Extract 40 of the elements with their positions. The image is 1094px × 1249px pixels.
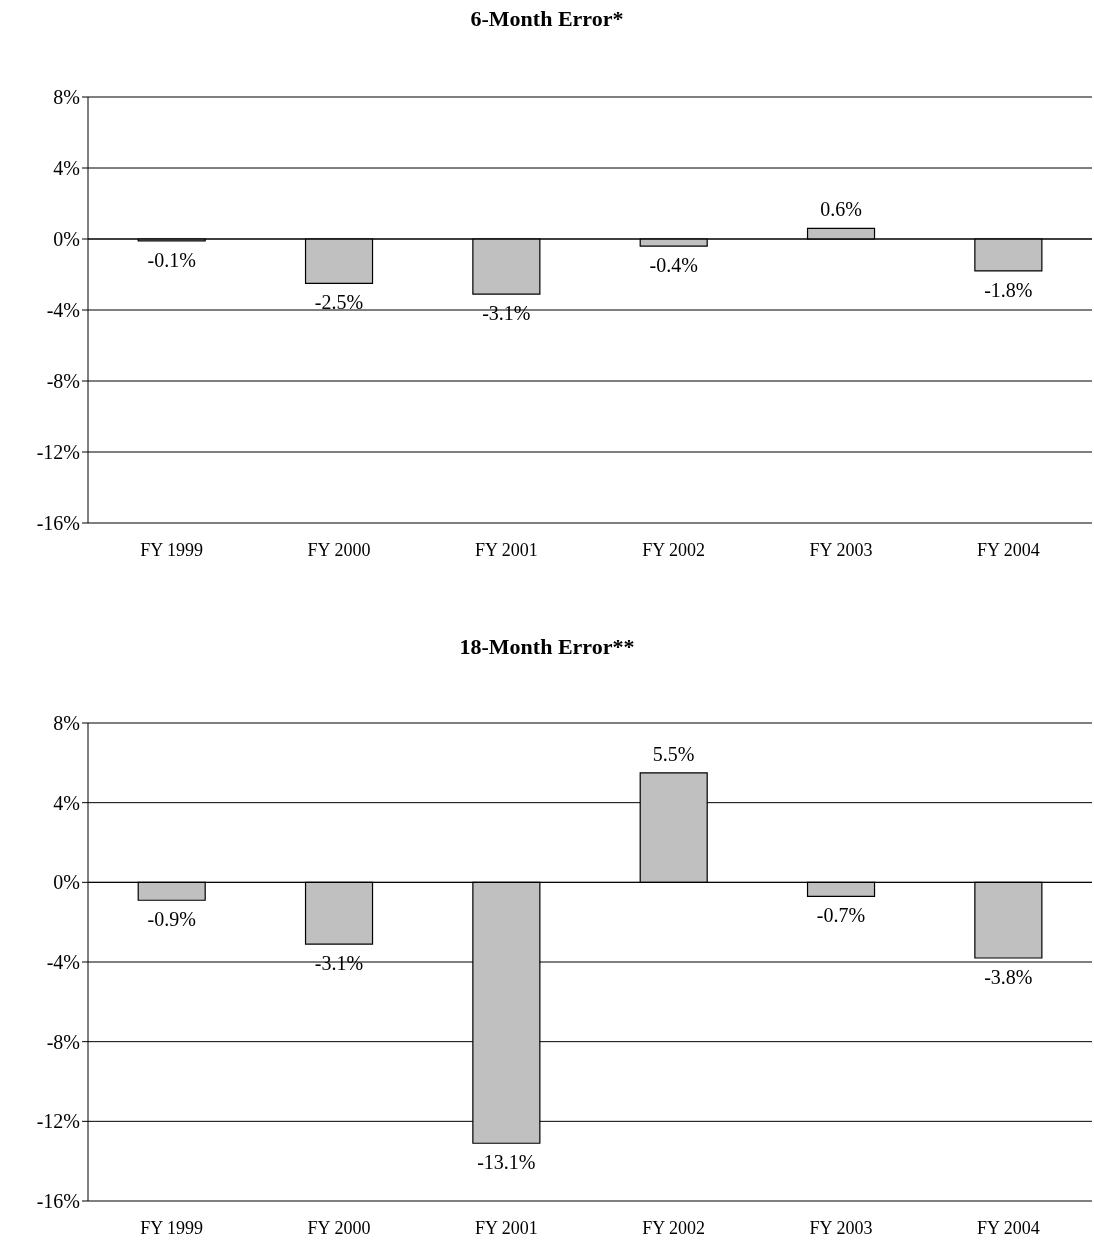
data-label: -3.1% — [314, 952, 364, 975]
x-tick-label: FY 2004 — [976, 1217, 1040, 1238]
data-label: -1.8% — [984, 278, 1033, 301]
data-label: -3.8% — [984, 966, 1033, 989]
x-tick-label: FY 2002 — [642, 539, 706, 560]
x-tick-label: FY 2004 — [976, 539, 1040, 560]
y-tick-label: 8% — [53, 712, 80, 735]
x-tick-label: FY 2003 — [809, 1217, 873, 1238]
x-tick-label: FY 2003 — [809, 539, 873, 560]
data-label: -3.1% — [482, 302, 531, 325]
y-tick-label: -16% — [36, 512, 80, 535]
y-tick-label: -4% — [46, 951, 80, 974]
y-tick-label: 4% — [53, 157, 80, 180]
data-label: 5.5% — [652, 742, 695, 765]
y-tick-label: -16% — [36, 1190, 80, 1213]
y-tick-label: 0% — [53, 228, 80, 251]
y-tick-label: 8% — [53, 86, 80, 109]
data-label: -0.9% — [147, 908, 196, 931]
y-tick-label: 4% — [53, 791, 80, 814]
x-tick-label: FY 1999 — [140, 1217, 204, 1238]
y-tick-label: -8% — [46, 1030, 80, 1053]
x-tick-label: FY 2001 — [474, 1217, 538, 1238]
y-tick-label: -4% — [46, 299, 80, 322]
x-tick-label: FY 2002 — [642, 1217, 706, 1238]
y-tick-label: 0% — [53, 871, 80, 894]
x-tick-label: FY 2000 — [307, 1217, 371, 1238]
chart-title: 18-Month Error** — [458, 634, 636, 660]
data-label: -13.1% — [477, 1151, 536, 1174]
data-label: -0.7% — [816, 904, 866, 927]
x-tick-label: FY 2000 — [307, 539, 371, 560]
data-label: -0.1% — [147, 248, 196, 271]
y-tick-label: -12% — [36, 441, 80, 464]
x-tick-label: FY 1999 — [140, 539, 204, 560]
data-label: 0.6% — [820, 198, 862, 221]
data-label: -2.5% — [314, 291, 364, 314]
y-tick-label: -12% — [36, 1110, 80, 1133]
y-tick-label: -8% — [46, 370, 80, 393]
x-tick-label: FY 2001 — [474, 539, 538, 560]
data-label: -0.4% — [649, 254, 698, 277]
chart-title: 6-Month Error* — [469, 6, 625, 32]
